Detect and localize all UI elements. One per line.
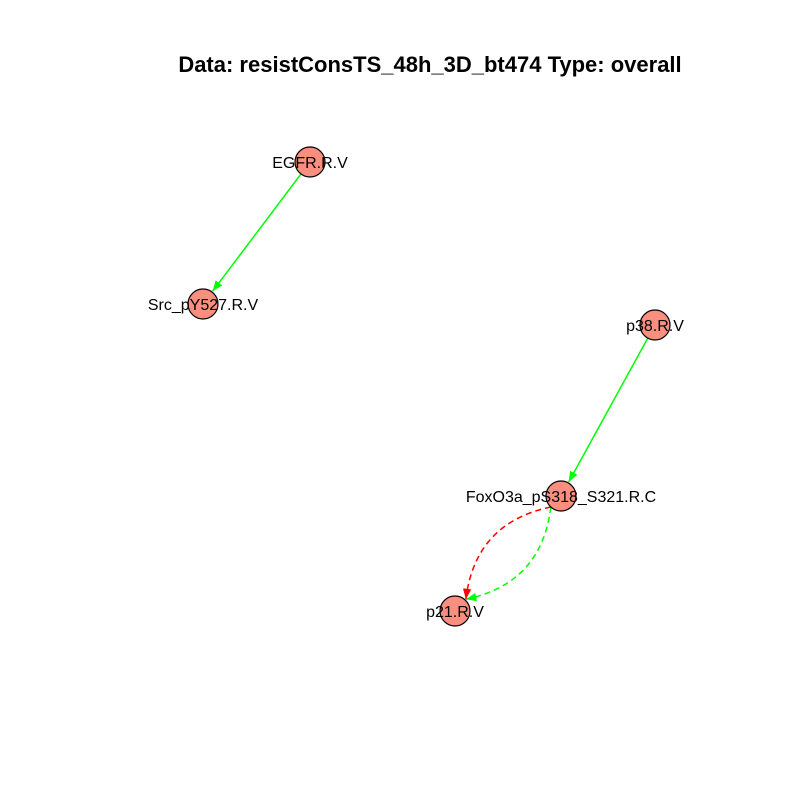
edge-foxo3a-to-p21-activation xyxy=(465,506,552,602)
node-src-circle xyxy=(187,288,219,320)
node-p21-circle xyxy=(439,595,471,627)
edge-egfr-to-src-activation xyxy=(212,173,302,292)
edge-p38-to-foxo3a-activation xyxy=(568,337,649,483)
node-src: Src_pY527.R.V xyxy=(148,288,259,320)
node-foxo3a: FoxO3a_pS318_S321.R.C xyxy=(466,480,656,512)
node-foxo3a-circle xyxy=(545,480,577,512)
node-src-label: Src_pY527.R.V xyxy=(148,297,259,314)
node-foxo3a-label: FoxO3a_pS318_S321.R.C xyxy=(466,489,656,506)
node-p38-circle xyxy=(639,309,671,341)
node-p21-label: p21.R.V xyxy=(426,604,484,621)
edges-layer xyxy=(212,173,649,602)
node-egfr-circle xyxy=(294,146,326,178)
node-p21: p21.R.V xyxy=(426,595,484,627)
edge-foxo3a-to-p21-inhibition xyxy=(462,506,551,600)
nodes-layer: EGFR.R.V Src_pY527.R.V p38.R.V FoxO3a_pS318… xyxy=(148,146,684,627)
node-p38-label: p38.R.V xyxy=(626,318,684,335)
node-p38: p38.R.V xyxy=(626,309,684,341)
diagram-title: Data: resistConsTS_48h_3D_bt474 Type: ov… xyxy=(178,52,681,77)
node-egfr: EGFR.R.V xyxy=(272,146,348,178)
node-egfr-label: EGFR.R.V xyxy=(272,155,348,172)
